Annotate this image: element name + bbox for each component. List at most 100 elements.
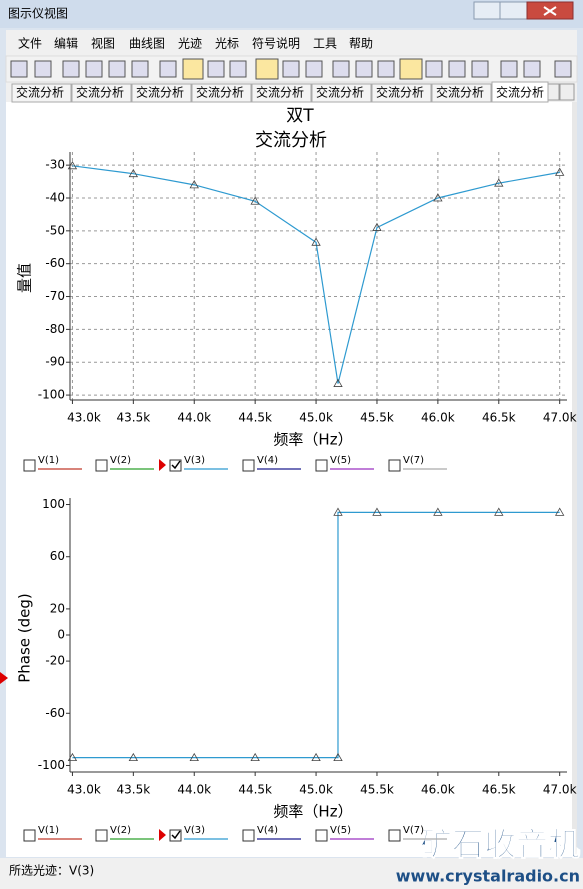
menu-item[interactable]: 工具 [313,37,337,51]
maximize-button[interactable] [499,1,528,20]
chart-subtitle: 交流分析 [255,130,327,151]
tab[interactable] [191,83,252,103]
y-tick-label: -70 [45,289,65,303]
trace-marker [311,752,321,762]
trace-marker [333,507,343,516]
tool[interactable] [159,60,177,78]
tool[interactable] [471,60,489,78]
tab[interactable] [11,83,72,103]
trace-marker [333,378,343,387]
legend-checkbox[interactable] [388,829,401,842]
x-tick-label: 45.0k [299,411,333,425]
menu-item[interactable]: 光迹 [178,37,202,51]
y-tick-label: 100 [42,497,65,511]
check-mark [171,460,181,470]
trace-marker [333,752,343,762]
trace [72,165,560,384]
y-tick-label: -40 [45,190,65,204]
tab[interactable] [371,83,432,103]
trace-marker [433,193,443,202]
tool[interactable] [34,60,52,78]
trace-marker [67,160,78,170]
tool[interactable] [554,60,572,78]
x-tick-label: 47.0k [543,411,577,425]
legend-checkbox[interactable] [23,459,36,472]
legend-checkbox[interactable] [23,829,36,842]
legend-checkbox[interactable] [388,459,401,472]
legend-checkbox[interactable] [315,459,328,472]
x-tick-label: 44.0k [177,411,211,425]
trace-marker [494,178,504,187]
scrollbar[interactable] [572,102,577,857]
trace-marker [555,167,565,176]
x-tick-label: 45.0k [299,783,333,797]
menu-item[interactable]: 视图 [91,36,115,51]
tab-scroll-right[interactable] [559,83,575,101]
tab-label: 交流分析 [316,85,364,100]
tab[interactable] [131,83,192,103]
y-tick-label: 60 [50,549,65,563]
chart-title: 双T [286,106,314,126]
graph-area [6,102,572,857]
tool[interactable] [355,60,373,78]
trace-marker [189,752,199,762]
tool[interactable] [523,60,541,78]
tab[interactable] [71,83,132,103]
menu-item[interactable]: 曲线图 [129,37,165,51]
x-tick-label: 44.5k [238,411,272,425]
legend-label: V(3) [184,825,205,836]
tool[interactable] [10,60,28,78]
menu-item[interactable]: 帮助 [349,37,373,51]
tool[interactable] [332,60,350,78]
y-tick-label: -100 [38,758,65,772]
x-tick-label: 43.5k [117,783,151,797]
menu-item[interactable]: 光标 [215,37,239,51]
legend-checkbox[interactable] [169,829,182,842]
tool[interactable] [182,58,204,80]
trace-marker [128,752,139,762]
y-tick-label: -80 [45,322,65,336]
tool[interactable] [85,60,103,78]
tool[interactable] [305,60,323,78]
legend-checkbox[interactable] [169,459,182,472]
tab[interactable] [311,83,372,103]
trace-marker [494,507,504,516]
trace-marker [128,168,139,178]
menu-item[interactable]: 文件 [18,36,42,51]
tool[interactable] [255,58,279,80]
tab[interactable] [251,83,312,103]
tool[interactable] [108,60,126,78]
y-tick-label: -20 [45,654,65,668]
legend-checkbox[interactable] [315,829,328,842]
x-tick-label: 45.5k [360,411,394,425]
x-tick-label: 45.5k [360,783,394,797]
legend-checkbox[interactable] [95,829,108,842]
legend-checkbox[interactable] [242,829,255,842]
tool[interactable] [500,60,518,78]
y-tick-label: -60 [45,706,65,720]
minimize-button[interactable] [473,1,501,20]
tool[interactable] [131,60,149,78]
menu-item[interactable]: 编辑 [54,36,78,51]
legend-selected [159,829,166,841]
tab[interactable] [431,83,492,103]
tool[interactable] [207,60,225,78]
x-axis-label: 频率（Hz） [273,431,352,449]
tool[interactable] [448,60,466,78]
x-tick-label: 43.5k [117,411,151,425]
x-tick-label: 46.5k [482,411,516,425]
legend-checkbox[interactable] [95,459,108,472]
tool[interactable] [399,58,423,80]
legend-checkbox[interactable] [242,459,255,472]
tool[interactable] [62,60,80,78]
legend-selected [159,459,166,471]
tool[interactable] [425,60,443,78]
menu-item[interactable]: 符号说明 [252,36,300,51]
legend-label: V(4) [257,825,278,836]
tool[interactable] [282,60,300,78]
tool[interactable] [377,60,395,78]
trace [72,511,560,759]
y-tick-label: -30 [45,158,65,172]
tool[interactable] [229,60,247,78]
tab[interactable] [491,81,549,103]
